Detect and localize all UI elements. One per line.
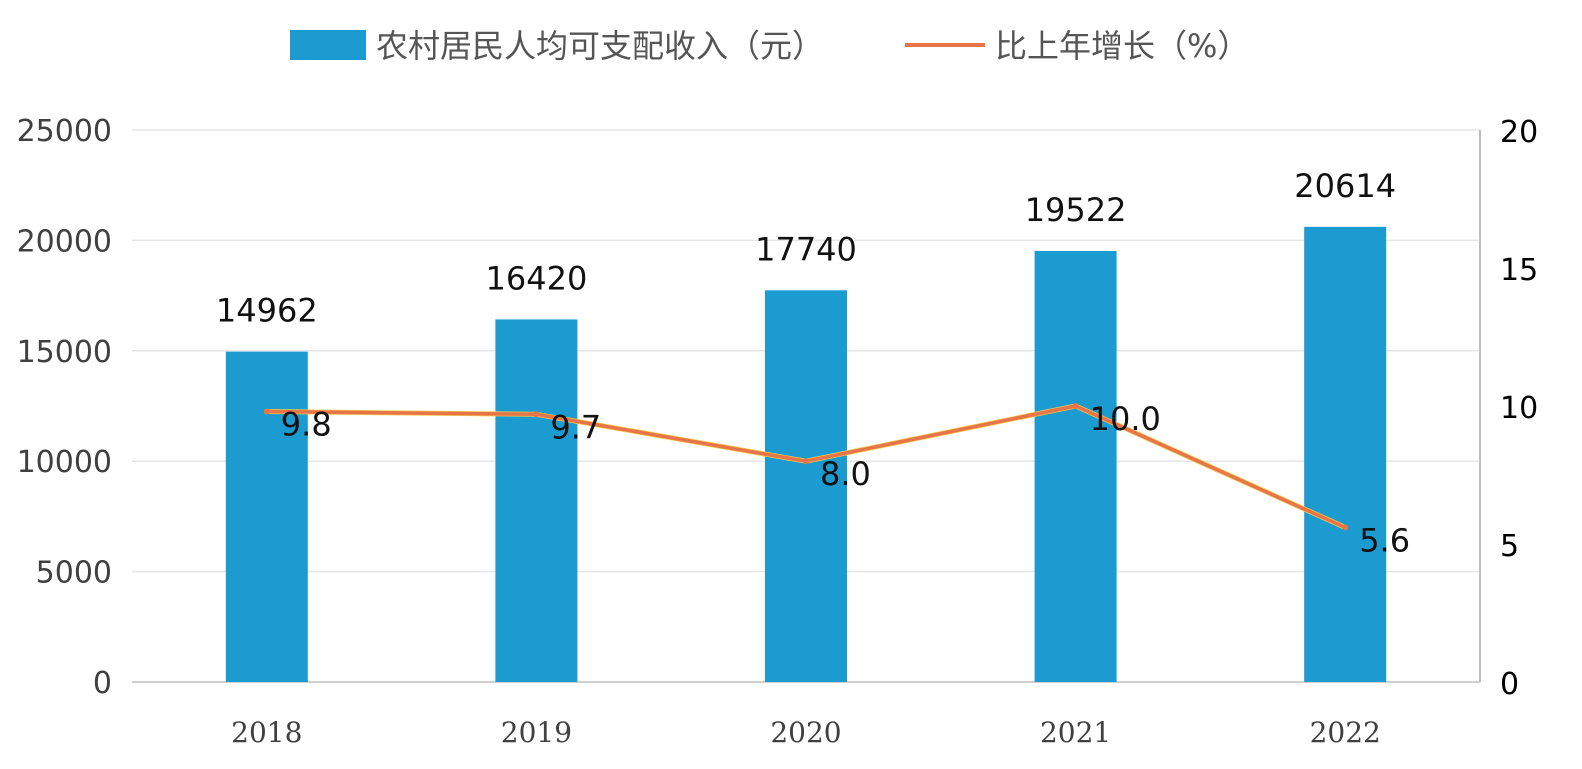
bar-value-label: 17740 bbox=[755, 230, 857, 268]
right-tick-label: 15 bbox=[1500, 253, 1538, 288]
bar-2020 bbox=[765, 290, 847, 682]
bar-2018 bbox=[225, 351, 308, 682]
x-tick-label: 2020 bbox=[770, 716, 841, 749]
x-axis: 2018 2019 2020 2021 2022 bbox=[231, 716, 1381, 749]
x-tick-label: 2019 bbox=[501, 716, 572, 749]
legend-bar-label: 农村居民人均可支配收入（元） bbox=[376, 27, 824, 65]
x-tick-label: 2018 bbox=[231, 716, 302, 749]
left-tick-label: 25000 bbox=[17, 114, 112, 149]
bar-data-labels: 14962 16420 17740 19522 20614 bbox=[216, 167, 1396, 330]
line-value-label: 8.0 bbox=[820, 455, 871, 493]
line-point-2019 bbox=[533, 411, 540, 418]
line-data-labels: 9.8 9.7 8.0 10.0 5.6 bbox=[281, 400, 1410, 559]
x-tick-label: 2022 bbox=[1310, 716, 1381, 749]
bar-2019 bbox=[495, 319, 578, 682]
line-value-label: 9.8 bbox=[281, 406, 332, 444]
line-point-2018 bbox=[263, 408, 270, 415]
left-axis: 0 5000 10000 15000 20000 25000 bbox=[17, 114, 112, 701]
line-point-2021 bbox=[1072, 403, 1079, 409]
x-tick-label: 2021 bbox=[1040, 716, 1111, 749]
left-tick-label: 0 bbox=[93, 666, 112, 701]
right-tick-label: 5 bbox=[1500, 529, 1519, 564]
legend-line-label: 比上年增长（%） bbox=[995, 27, 1249, 65]
bar-value-label: 20614 bbox=[1294, 167, 1396, 205]
bar-series bbox=[225, 226, 1387, 683]
left-tick-label: 15000 bbox=[17, 335, 112, 370]
left-tick-label: 20000 bbox=[17, 224, 112, 259]
legend: 农村居民人均可支配收入（元） 比上年增长（%） bbox=[290, 27, 1249, 65]
right-tick-label: 20 bbox=[1500, 115, 1538, 150]
line-value-label: 9.7 bbox=[550, 408, 601, 446]
left-tick-label: 5000 bbox=[36, 556, 112, 591]
bar-2022 bbox=[1304, 226, 1387, 682]
bar-value-label: 16420 bbox=[486, 259, 588, 297]
right-tick-label: 10 bbox=[1500, 391, 1538, 426]
bar-value-label: 19522 bbox=[1025, 191, 1127, 229]
bar-value-label: 14962 bbox=[216, 292, 318, 330]
line-point-2022 bbox=[1342, 524, 1349, 531]
right-axis: 0 5 10 15 20 bbox=[1479, 115, 1538, 702]
line-value-label: 10.0 bbox=[1090, 400, 1161, 438]
right-tick-label: 0 bbox=[1500, 667, 1519, 702]
left-tick-label: 10000 bbox=[17, 445, 112, 480]
line-series bbox=[263, 403, 1349, 531]
legend-bar-swatch bbox=[290, 30, 366, 60]
line-point-2020 bbox=[803, 458, 809, 465]
bar-2021 bbox=[1034, 250, 1117, 683]
line-value-label: 5.6 bbox=[1359, 521, 1410, 559]
